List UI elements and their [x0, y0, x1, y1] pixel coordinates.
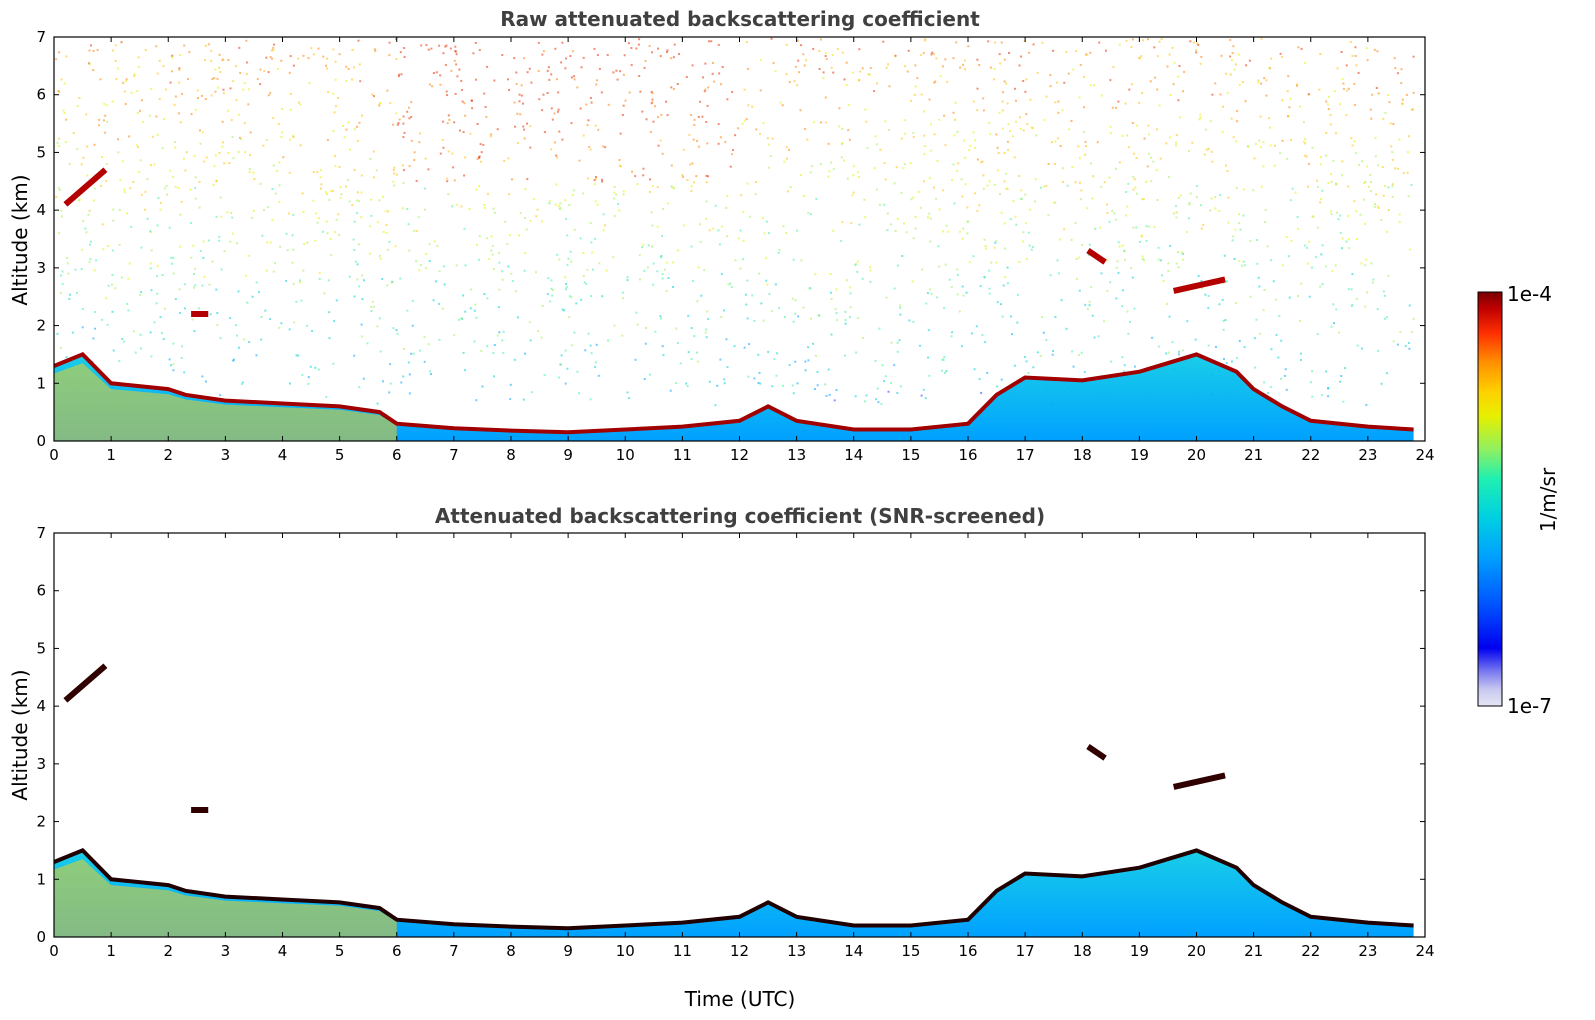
x-tick-label: 7 [449, 942, 459, 960]
x-tick-label: 18 [1073, 942, 1092, 960]
cloud-feature [1086, 744, 1107, 761]
colorbar-min-label: 1e-7 [1507, 694, 1552, 718]
x-tick-label: 15 [901, 446, 920, 464]
panel-title: Raw attenuated backscattering coefficien… [500, 7, 980, 31]
y-tick-label: 0 [36, 432, 46, 450]
colorbar: 1e-4 1e-7 1/m/sr [1477, 282, 1560, 718]
y-tick-label: 7 [36, 524, 46, 542]
x-tick-label: 18 [1073, 446, 1092, 464]
x-axis: 0 1 2 3 4 5 6 7 8 9 10 11 12 13 14 15 16 17 18 19 20 21 22 23 24 [49, 533, 1435, 960]
cloud-feature [1086, 248, 1107, 265]
cloud-feature [1172, 276, 1226, 294]
y-tick-label: 4 [36, 201, 46, 219]
x-tick-label: 20 [1187, 446, 1206, 464]
y-tick-label: 3 [36, 755, 46, 773]
y-tick-label: 1 [36, 374, 46, 392]
x-tick-label: 3 [221, 446, 231, 464]
x-tick-label: 13 [787, 446, 806, 464]
x-tick-label: 17 [1016, 942, 1035, 960]
x-tick-label: 6 [392, 446, 402, 464]
x-tick-label: 14 [844, 942, 863, 960]
x-tick-label: 15 [901, 942, 920, 960]
plot-area [53, 532, 1426, 938]
x-tick-label: 16 [958, 446, 977, 464]
colorbar-unit-label: 1/m/sr [1536, 467, 1560, 532]
x-tick-label: 1 [106, 942, 116, 960]
boundary-layer-area [54, 850, 1414, 937]
plot-area [53, 36, 1426, 442]
x-tick-label: 21 [1244, 446, 1263, 464]
noise-field [54, 37, 1415, 408]
y-axis: 0 1 2 3 4 5 6 7 [36, 28, 1425, 450]
x-tick-label: 19 [1130, 446, 1149, 464]
x-tick-label: 22 [1301, 942, 1320, 960]
boundary-layer-area [54, 354, 1414, 441]
x-tick-label: 2 [163, 942, 173, 960]
cloud-feature [1172, 772, 1226, 790]
x-tick-label: 3 [221, 942, 231, 960]
x-tick-label: 5 [335, 446, 345, 464]
panel-snr-screened: Attenuated backscattering coefficient (S… [8, 504, 1435, 1011]
y-tick-label: 6 [36, 582, 46, 600]
x-tick-label: 5 [335, 942, 345, 960]
x-tick-label: 19 [1130, 942, 1149, 960]
boundary-layer-top-line [53, 848, 1414, 931]
y-tick-label: 2 [36, 813, 46, 831]
x-tick-label: 23 [1358, 942, 1377, 960]
y-tick-label: 3 [36, 259, 46, 277]
x-tick-label: 22 [1301, 446, 1320, 464]
x-tick-label: 0 [49, 942, 59, 960]
colorbar-max-label: 1e-4 [1507, 282, 1552, 306]
aerosol-layer-morning [54, 859, 397, 937]
x-tick-label: 12 [730, 942, 749, 960]
x-axis-label: Time (UTC) [684, 987, 796, 1011]
y-tick-label: 5 [36, 639, 46, 657]
x-tick-label: 0 [49, 446, 59, 464]
y-tick-label: 7 [36, 28, 46, 46]
y-tick-label: 2 [36, 317, 46, 335]
x-tick-label: 4 [278, 942, 288, 960]
x-tick-label: 9 [563, 942, 573, 960]
x-tick-label: 11 [673, 942, 692, 960]
y-tick-label: 5 [36, 143, 46, 161]
x-tick-label: 21 [1244, 942, 1263, 960]
y-axis-label: Altitude (km) [8, 174, 32, 305]
y-axis-label: Altitude (km) [8, 669, 32, 800]
x-tick-label: 13 [787, 942, 806, 960]
panel-raw: Raw attenuated backscattering coefficien… [8, 7, 1435, 464]
x-axis: 0 1 2 3 4 5 6 7 8 9 10 11 12 13 14 15 16 17 18 19 20 21 22 23 24 [49, 37, 1435, 464]
x-tick-label: 10 [616, 446, 635, 464]
y-tick-label: 6 [36, 86, 46, 104]
x-tick-label: 9 [563, 446, 573, 464]
panel-title: Attenuated backscattering coefficient (S… [435, 504, 1045, 528]
cloud-feature [63, 663, 108, 703]
x-tick-label: 8 [506, 942, 516, 960]
aerosol-layer-morning [54, 363, 397, 441]
x-tick-label: 4 [278, 446, 288, 464]
boundary-layer-top-line [53, 352, 1414, 435]
x-tick-label: 14 [844, 446, 863, 464]
x-tick-label: 20 [1187, 942, 1206, 960]
x-tick-label: 23 [1358, 446, 1377, 464]
cloud-feature [63, 167, 108, 207]
x-tick-label: 16 [958, 942, 977, 960]
x-tick-label: 2 [163, 446, 173, 464]
x-tick-label: 12 [730, 446, 749, 464]
colorbar-gradient [1477, 291, 1503, 707]
x-tick-label: 11 [673, 446, 692, 464]
x-tick-label: 7 [449, 446, 459, 464]
x-tick-label: 1 [106, 446, 116, 464]
y-tick-label: 4 [36, 697, 46, 715]
y-tick-label: 0 [36, 928, 46, 946]
x-tick-label: 10 [616, 942, 635, 960]
x-tick-label: 17 [1016, 446, 1035, 464]
x-tick-label: 24 [1415, 446, 1434, 464]
y-tick-label: 1 [36, 870, 46, 888]
x-tick-label: 6 [392, 942, 402, 960]
x-tick-label: 24 [1415, 942, 1434, 960]
x-tick-label: 8 [506, 446, 516, 464]
y-axis: 0 1 2 3 4 5 6 7 [36, 524, 1425, 946]
